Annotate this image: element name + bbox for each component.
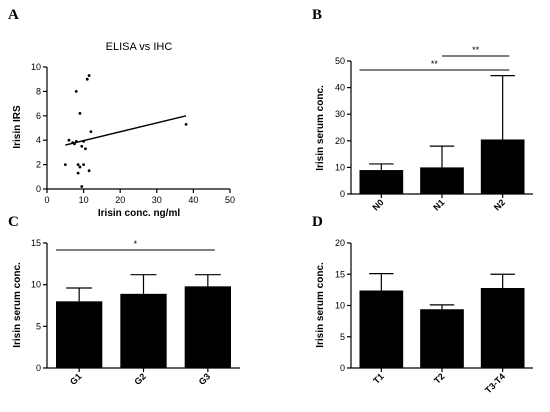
panel-a-xtick-label: 0 [44,195,49,205]
panel-b-significance-label: ** [472,45,480,55]
panel-b-ytick-label: 30 [335,109,345,119]
panel-a-data-point [67,138,71,142]
panel-a-data-point [76,163,80,167]
panel-b-ytick-label: 0 [340,189,345,199]
panel-a-data-point [80,185,84,188]
panel-c-bar [56,301,103,368]
panel-a-ytick-label: 8 [36,86,41,96]
panel-c-bar [120,293,167,368]
panel-c-ytick-label: 0 [36,363,41,373]
panel-a-trend-line [65,115,187,146]
panel-b-ytick-label: 40 [335,83,345,93]
panel-a-xtick-label: 40 [188,195,198,205]
panel-b-ytick-label: 20 [335,136,345,146]
panel-b-bar-chart: Irisin serum conc. 0 10 20 30 40 50 N0 N1 N2 ** ** [315,45,533,213]
panel-a-xtick-label: 30 [152,195,162,205]
panel-c-ytick-label: 10 [31,280,41,290]
panel-d-bar-chart: Irisin serum conc. 0 5 10 15 20 T1 T2 T3-T4 [315,238,533,395]
panel-a-data-point [89,130,93,134]
panel-b-category-label: N1 [431,197,446,212]
panel-a-data-point [80,144,84,148]
panel-c-ytick-label: 5 [36,321,41,331]
panel-a-ylabel: Irisin IRS [12,105,23,149]
panel-d-category-label: T2 [432,371,447,386]
panel-c-ylabel: Irisin serum conc. [12,262,23,348]
panel-c-ytick-label: 15 [31,238,41,248]
panel-a-data-point [76,171,80,175]
panel-d-ytick-label: 15 [335,269,345,279]
panel-d-bar [359,290,404,368]
panel-b-category-label: N2 [492,197,507,212]
panel-b-bar [480,139,525,194]
panel-a-xtick-label: 20 [115,195,125,205]
panel-a-data-point [74,90,78,93]
panel-a-xtick-label: 50 [225,195,235,205]
panel-d-category-label: T1 [371,371,386,386]
panel-b-ytick-label: 50 [335,56,345,66]
panel-a-data-point [84,147,87,151]
panel-a-ytick-label: 6 [36,111,41,121]
panel-a-ytick-label: 4 [36,135,41,145]
panel-c-category-label: G2 [132,371,148,387]
panel-a-data-point [78,111,82,115]
panel-a-data-point [87,169,91,173]
panel-c-category-label: G1 [68,371,84,387]
panel-a-data-point [78,165,82,169]
panel-b-significance-label: ** [431,59,439,69]
panel-d-ytick-label: 10 [335,301,345,311]
panel-b-ylabel: Irisin serum conc. [315,85,326,171]
panel-a-xtick-label: 10 [79,195,89,205]
panel-a-xlabel: Irisin conc. ng/ml [98,208,180,219]
panel-letter-d: D [312,214,323,230]
panel-a-ytick-label: 0 [36,184,41,194]
panel-a-scatter: ELISA vs IHC Irisin conc. ng/ml Irisin I… [12,41,235,219]
panel-d-ylabel: Irisin serum conc. [315,262,326,348]
panel-a-ytick-label: 10 [31,62,41,72]
panel-d-ytick-label: 5 [340,332,345,342]
panel-b-bar [359,170,404,194]
panel-a-data-point [184,122,188,126]
panel-letter-a: A [8,7,19,23]
panel-b-ytick-label: 10 [335,162,345,172]
panel-a-data-point [82,163,85,167]
panel-a-title: ELISA vs IHC [106,41,173,53]
panel-a-data-point [87,74,91,77]
panel-c-bar-chart: Irisin serum conc. 0 5 10 15 G1 G2 G3 * [12,238,240,387]
panel-c-category-label: G3 [197,371,213,387]
panel-c-bar [184,286,231,368]
panel-b-category-label: N0 [371,197,386,212]
panel-letter-c: C [8,214,19,230]
panel-d-ytick-label: 20 [335,238,345,248]
panel-d-ytick-label: 0 [340,363,345,373]
panel-b-bar [420,167,464,194]
panel-d-category-label: T3-T4 [483,371,507,395]
panel-d-bar [420,309,464,368]
panel-a-data-point [63,163,67,167]
panel-a-ytick-label: 2 [36,160,41,170]
panel-c-significance-label: * [134,239,138,249]
panel-a-data-point [85,77,89,81]
panel-d-bar [480,288,525,368]
panel-letter-b: B [312,7,322,23]
